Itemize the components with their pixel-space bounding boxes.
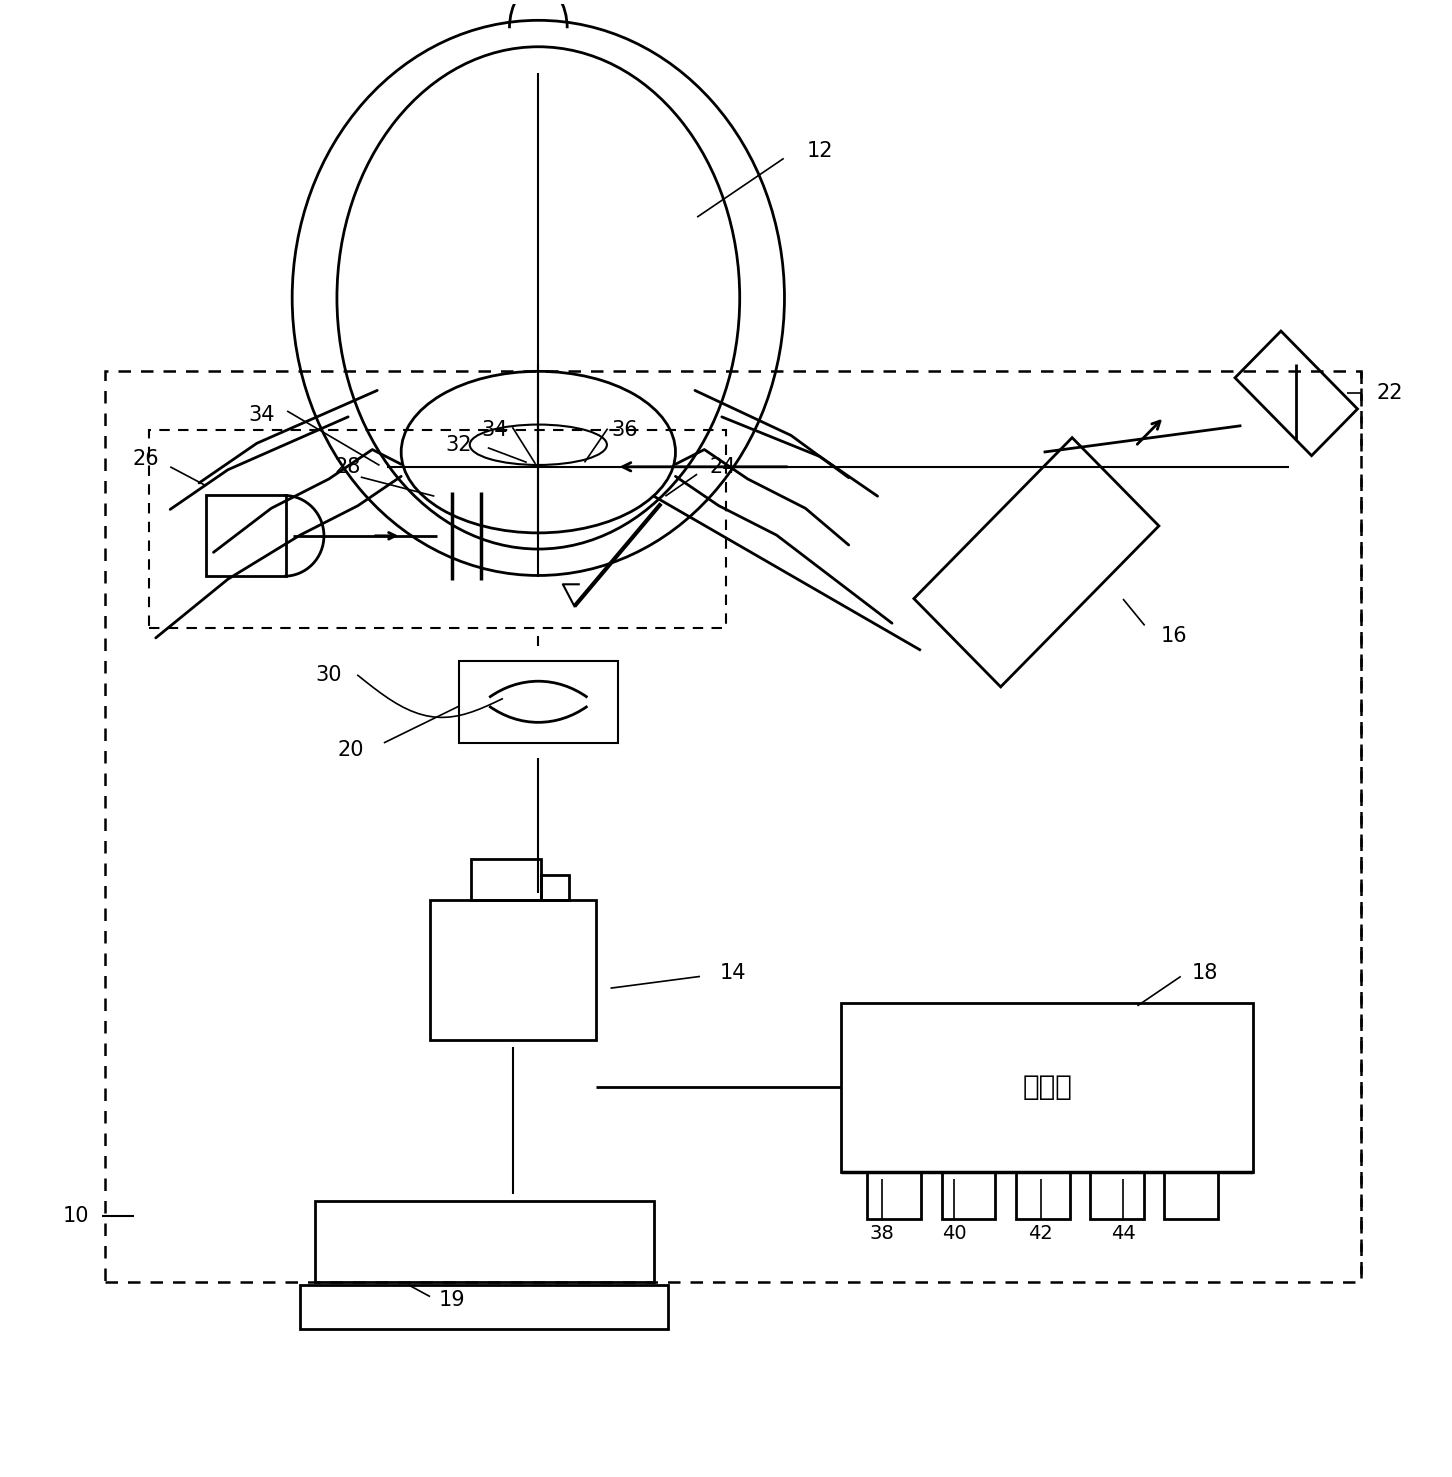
Text: 12: 12 <box>807 140 833 161</box>
Text: 16: 16 <box>1160 626 1186 645</box>
Text: 10: 10 <box>62 1205 90 1226</box>
Text: 计算机: 计算机 <box>1022 1074 1072 1102</box>
Bar <box>1165 1171 1218 1219</box>
Text: 14: 14 <box>720 963 746 984</box>
Bar <box>1090 1171 1144 1219</box>
Text: 34: 34 <box>482 419 508 440</box>
Text: 36: 36 <box>611 419 639 440</box>
Bar <box>459 660 617 743</box>
Bar <box>430 899 597 1040</box>
Bar <box>105 371 1361 1282</box>
Text: 40: 40 <box>942 1224 967 1244</box>
Text: 34: 34 <box>248 405 274 425</box>
Bar <box>470 860 540 899</box>
Text: 24: 24 <box>710 456 736 477</box>
Bar <box>206 495 286 576</box>
Bar <box>867 1171 922 1219</box>
Bar <box>941 1171 996 1219</box>
Text: 18: 18 <box>1192 963 1218 984</box>
Bar <box>315 1201 653 1282</box>
Text: 42: 42 <box>1028 1224 1053 1244</box>
Text: 32: 32 <box>446 434 472 455</box>
Text: 26: 26 <box>132 449 158 470</box>
Bar <box>148 430 726 628</box>
Bar <box>540 876 569 899</box>
Bar <box>1016 1171 1070 1219</box>
Bar <box>842 1003 1253 1171</box>
Text: 44: 44 <box>1111 1224 1135 1244</box>
Text: 19: 19 <box>439 1289 465 1310</box>
Text: 20: 20 <box>337 740 364 761</box>
Text: 30: 30 <box>315 665 343 685</box>
Text: 38: 38 <box>870 1224 894 1244</box>
Text: 28: 28 <box>334 456 362 477</box>
Bar <box>301 1285 668 1329</box>
Text: 22: 22 <box>1376 384 1403 403</box>
